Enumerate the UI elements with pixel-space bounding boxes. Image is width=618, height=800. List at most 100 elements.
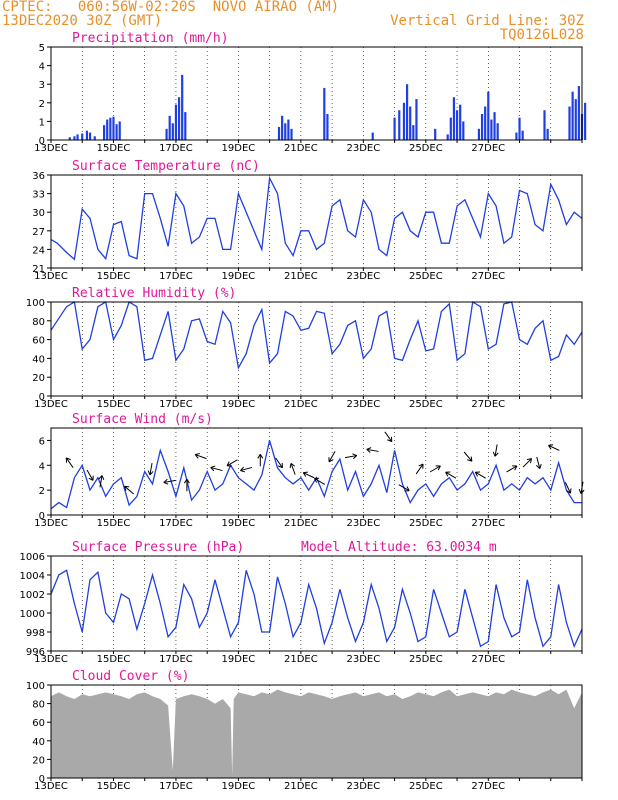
series-line-pres [50,569,583,649]
y-tick-label: 0 [39,774,45,785]
y-tick-label: 1000 [20,609,45,620]
x-date-label: 27DEC [471,518,505,529]
wind-arrow-shaft [314,477,326,485]
wind-arrow [98,475,105,488]
wind-arrow [384,431,393,443]
precip-bar [115,124,118,140]
model-altitude-annotation: Model Altitude: 63.0034 m [301,540,497,555]
wind-arrow-head [328,457,334,463]
x-date-label: 21DEC [284,399,318,410]
precip-bar [490,119,493,140]
x-date-label: 25DEC [409,271,443,282]
wind-arrow-shaft [463,451,473,462]
x-date-label: 21DEC [284,271,318,282]
wind-arrow [183,478,190,492]
precip-bar [493,112,496,140]
x-date-label: 25DEC [409,143,443,154]
precip-bar [543,110,546,140]
precip-bar [409,106,412,140]
wind-arrow [506,465,518,473]
wind-arrow [163,478,176,485]
y-tick-label: 6 [39,436,45,447]
wind-arrow-shaft [328,451,336,463]
x-date-label: 15DEC [97,654,131,665]
wind-arrow-shaft [195,454,207,460]
series-line-temp [50,175,583,261]
wind-arrow-head [435,465,441,471]
wind-arrow-shaft [226,459,238,467]
wind-arrow-head [65,457,71,463]
precip-bar [487,91,490,140]
y-tick-label: 0 [39,136,45,147]
wind-arrow [86,469,94,481]
precip-bar [323,87,326,140]
wind-arrow-head [404,486,410,492]
wind-arrow-shaft [65,457,74,469]
precip-bar [521,130,524,140]
precip-bar [165,128,168,140]
y-tick-label: 60 [32,336,45,347]
wind-arrow [124,485,135,495]
precip-bar [109,117,112,140]
precip-bar [405,84,409,140]
x-date-label: 19DEC [222,518,256,529]
wind-arrow-head [240,466,246,473]
wind-arrow-head [512,465,518,471]
wind-arrow-head [418,463,424,469]
wind-arrow-head [445,471,451,477]
wind-arrow [65,457,74,469]
panel-title-precip: Precipitation (mm/h) [72,31,229,46]
wind-arrow [194,453,207,460]
wind-arrow-shaft [548,444,560,451]
x-date-label: 21DEC [284,518,318,529]
precip-bar [326,113,329,140]
x-date-label: 17DEC [159,399,193,410]
x-date-label: 13DEC [34,518,68,529]
wind-arrow-shaft [240,466,253,472]
precip-bar [459,104,462,140]
wind-arrow-shaft [86,469,94,481]
panel-title-temp: Surface Temperature (nC) [72,159,260,174]
wind-arrow [210,465,223,472]
y-tick-label: 2 [39,486,45,497]
y-tick-label: 40 [32,354,45,365]
wind-arrow [474,471,486,479]
precip-bar [480,113,484,140]
panel-rh: 0 20 40 60 80 100 13DEC 15DEC 17DEC 19DEC 21DEC 23D… [26,286,583,410]
panel-title-rh: Relative Humidity (%) [72,286,236,301]
wind-arrow-shaft [522,458,532,468]
wind-arrow-head [183,478,190,484]
header-datetime: 13DEC2020 30Z (GMT) [2,13,163,29]
wind-arrow [240,466,253,473]
panel-frame-rh [50,301,583,397]
x-date-label: 15DEC [97,271,131,282]
y-tick-label: 0 [39,511,45,522]
wind-arrow-head [289,462,296,469]
wind-arrow-head [147,470,154,476]
x-date-label: 13DEC [34,271,68,282]
wind-arrow [226,459,238,467]
panel-title-wind: Surface Wind (m/s) [72,412,213,427]
series-line-wind [50,440,582,510]
series-line-rh [50,300,583,370]
y-tick-label: 80 [32,700,45,711]
wind-arrow-shaft [99,475,103,488]
y-tick-label: 1 [39,117,45,128]
x-date-label: 15DEC [97,143,131,154]
x-date-label: 13DEC [34,143,68,154]
y-tick-label: 21 [32,264,45,275]
wind-arrow [415,463,424,475]
precip-bar [68,137,71,140]
y-tick-label: 1002 [20,590,45,601]
x-date-label: 23DEC [346,781,380,792]
y-tick-label: 36 [32,171,45,182]
wind-arrow [463,451,473,462]
x-date-label: 21DEC [284,143,318,154]
precip-bar [184,112,187,140]
precip-bar [434,128,437,140]
x-date-label: 27DEC [471,654,505,665]
y-tick-label: 80 [32,317,45,328]
wind-arrow-shaft [149,463,153,475]
y-tick-label: 1004 [20,571,45,582]
wind-arrow-head [526,458,533,464]
